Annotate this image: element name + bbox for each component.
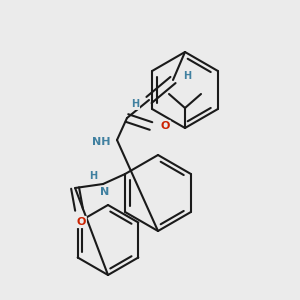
Text: O: O	[160, 121, 170, 131]
Text: H: H	[89, 171, 97, 181]
Text: H: H	[183, 71, 191, 81]
Text: NH: NH	[92, 137, 110, 147]
Text: O: O	[76, 217, 86, 227]
Text: H: H	[131, 99, 139, 109]
Text: N: N	[100, 187, 110, 197]
